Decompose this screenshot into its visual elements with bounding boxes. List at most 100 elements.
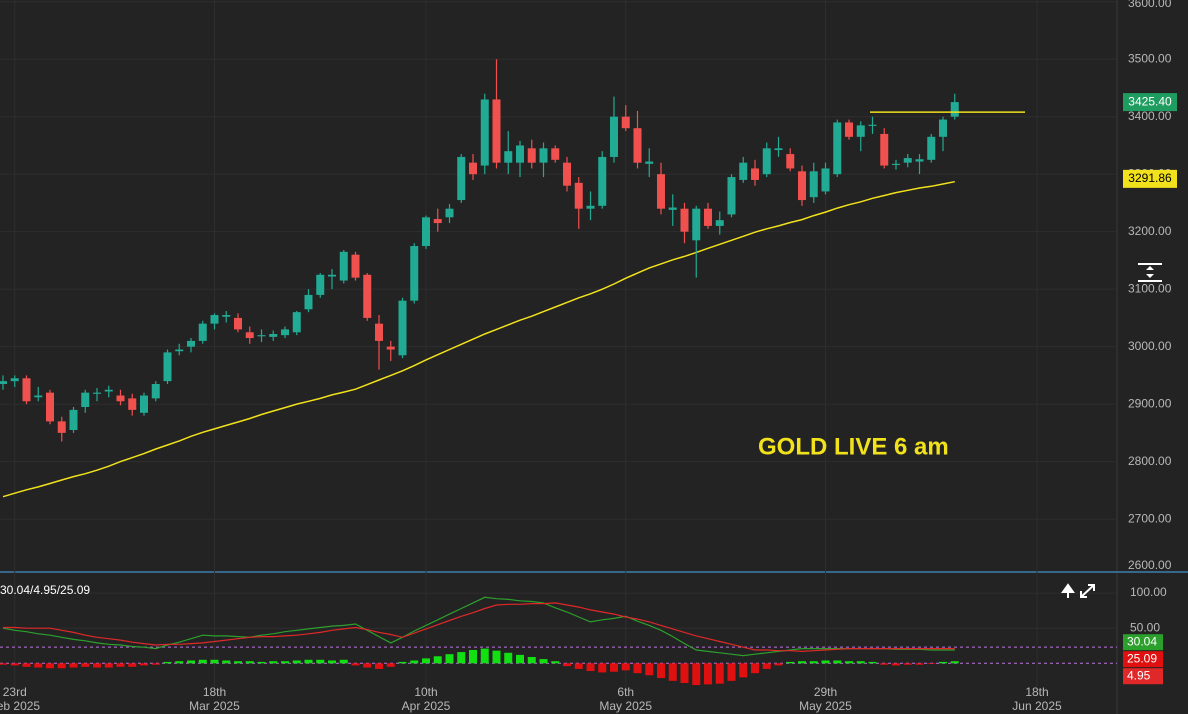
histogram-bar <box>880 663 889 665</box>
candle-body <box>328 274 336 277</box>
candle-body <box>821 168 830 192</box>
histogram-bar <box>809 661 818 664</box>
y-tick-label: 3200.00 <box>1128 224 1172 238</box>
candle-body <box>304 294 313 310</box>
candle-body <box>504 151 513 163</box>
candle-body <box>692 208 701 241</box>
candle-body <box>410 246 419 301</box>
candle-body <box>704 208 712 226</box>
x-tick-label: 6th <box>617 685 634 699</box>
histogram-bar <box>903 663 912 665</box>
histogram-bar <box>234 661 242 664</box>
histogram-bar <box>69 663 78 668</box>
histogram-bar <box>739 663 748 678</box>
candle-body <box>116 395 125 402</box>
histogram-bar <box>46 663 54 669</box>
histogram-bar <box>10 663 19 666</box>
candle-body <box>574 182 583 209</box>
candle-body <box>539 148 548 163</box>
candle-body <box>93 392 101 394</box>
candle-body <box>140 395 148 413</box>
candle-body <box>786 154 795 169</box>
histogram-bar <box>504 652 513 664</box>
candle-body <box>645 161 654 164</box>
candle-body <box>727 177 736 215</box>
histogram-bar <box>892 663 900 666</box>
indicator-value-box <box>1123 668 1163 685</box>
x-tick-label: Mar 2025 <box>189 699 240 713</box>
x-tick-label: 10th <box>414 685 437 699</box>
histogram-bar <box>527 656 536 664</box>
histogram-bar <box>22 663 31 667</box>
histogram-bar <box>410 660 419 664</box>
histogram-bar <box>551 661 560 664</box>
indicator-value-box <box>1123 634 1163 651</box>
y-tick-label: 3000.00 <box>1128 339 1172 353</box>
candle-body <box>903 158 912 163</box>
expand-icon[interactable] <box>1080 584 1095 598</box>
histogram-bar <box>363 663 372 668</box>
indicator-tick-label: 100.00 <box>1130 585 1167 599</box>
x-tick-label: Apr 2025 <box>402 699 451 713</box>
x-tick-label: 29th <box>814 685 837 699</box>
indicator-tick-label: 50.00 <box>1130 620 1160 634</box>
candle-body <box>22 378 31 402</box>
candle-body <box>351 254 360 278</box>
candle-body <box>856 125 865 137</box>
histogram-bar <box>433 656 442 664</box>
plot <box>0 59 1025 686</box>
histogram-bar <box>457 652 466 664</box>
candle-body <box>422 217 430 247</box>
histogram-bar <box>351 663 360 666</box>
candle-body <box>880 133 889 166</box>
candle-body <box>175 349 184 352</box>
candle-body <box>715 220 724 226</box>
price-scale-icon[interactable] <box>1138 263 1162 282</box>
histogram-bar <box>480 648 489 664</box>
candle-body <box>868 124 877 126</box>
histogram-bar <box>539 659 548 664</box>
candle-body <box>492 99 501 163</box>
histogram-bar <box>751 663 759 674</box>
histogram-bar <box>328 660 336 664</box>
indicator-line <box>2 596 955 657</box>
ma-last-label: 3291.86 <box>1128 171 1172 185</box>
histogram-bar <box>304 659 313 664</box>
histogram-bar <box>610 663 618 672</box>
histogram-bar <box>140 663 148 666</box>
histogram-bar <box>386 663 395 667</box>
histogram-bar <box>516 654 524 664</box>
histogram-bar <box>492 650 501 664</box>
move-up-icon[interactable] <box>1061 583 1075 598</box>
candle-body <box>398 300 407 356</box>
candle-body <box>551 148 560 160</box>
histogram-bar <box>598 663 607 673</box>
histogram-bar <box>845 661 853 664</box>
candle-body <box>680 208 689 232</box>
histogram-bar <box>375 663 383 669</box>
histogram-bar <box>715 663 724 684</box>
histogram-bar <box>469 649 477 664</box>
x-tick-label: 18th <box>1025 685 1048 699</box>
histogram-bar <box>292 660 301 664</box>
candle-body <box>433 219 442 224</box>
candle-body <box>339 251 348 281</box>
candle-body <box>939 119 947 137</box>
moving-average <box>2 180 955 498</box>
x-tick-label: 23rd <box>3 685 27 699</box>
histogram-bar <box>633 663 642 674</box>
histogram-bar <box>210 659 219 664</box>
histogram-bar <box>574 663 583 669</box>
candle-body <box>316 274 325 295</box>
y-tick-label: 3500.00 <box>1128 51 1172 65</box>
x-tick-label: Feb 2025 <box>0 699 40 713</box>
x-tick-label: May 2025 <box>799 699 852 713</box>
histogram-bar <box>856 661 865 664</box>
histogram-bar <box>680 663 689 683</box>
histogram-bar <box>398 661 407 664</box>
candle-body <box>751 168 759 180</box>
candle-body <box>809 171 818 198</box>
candle-body <box>762 148 771 175</box>
